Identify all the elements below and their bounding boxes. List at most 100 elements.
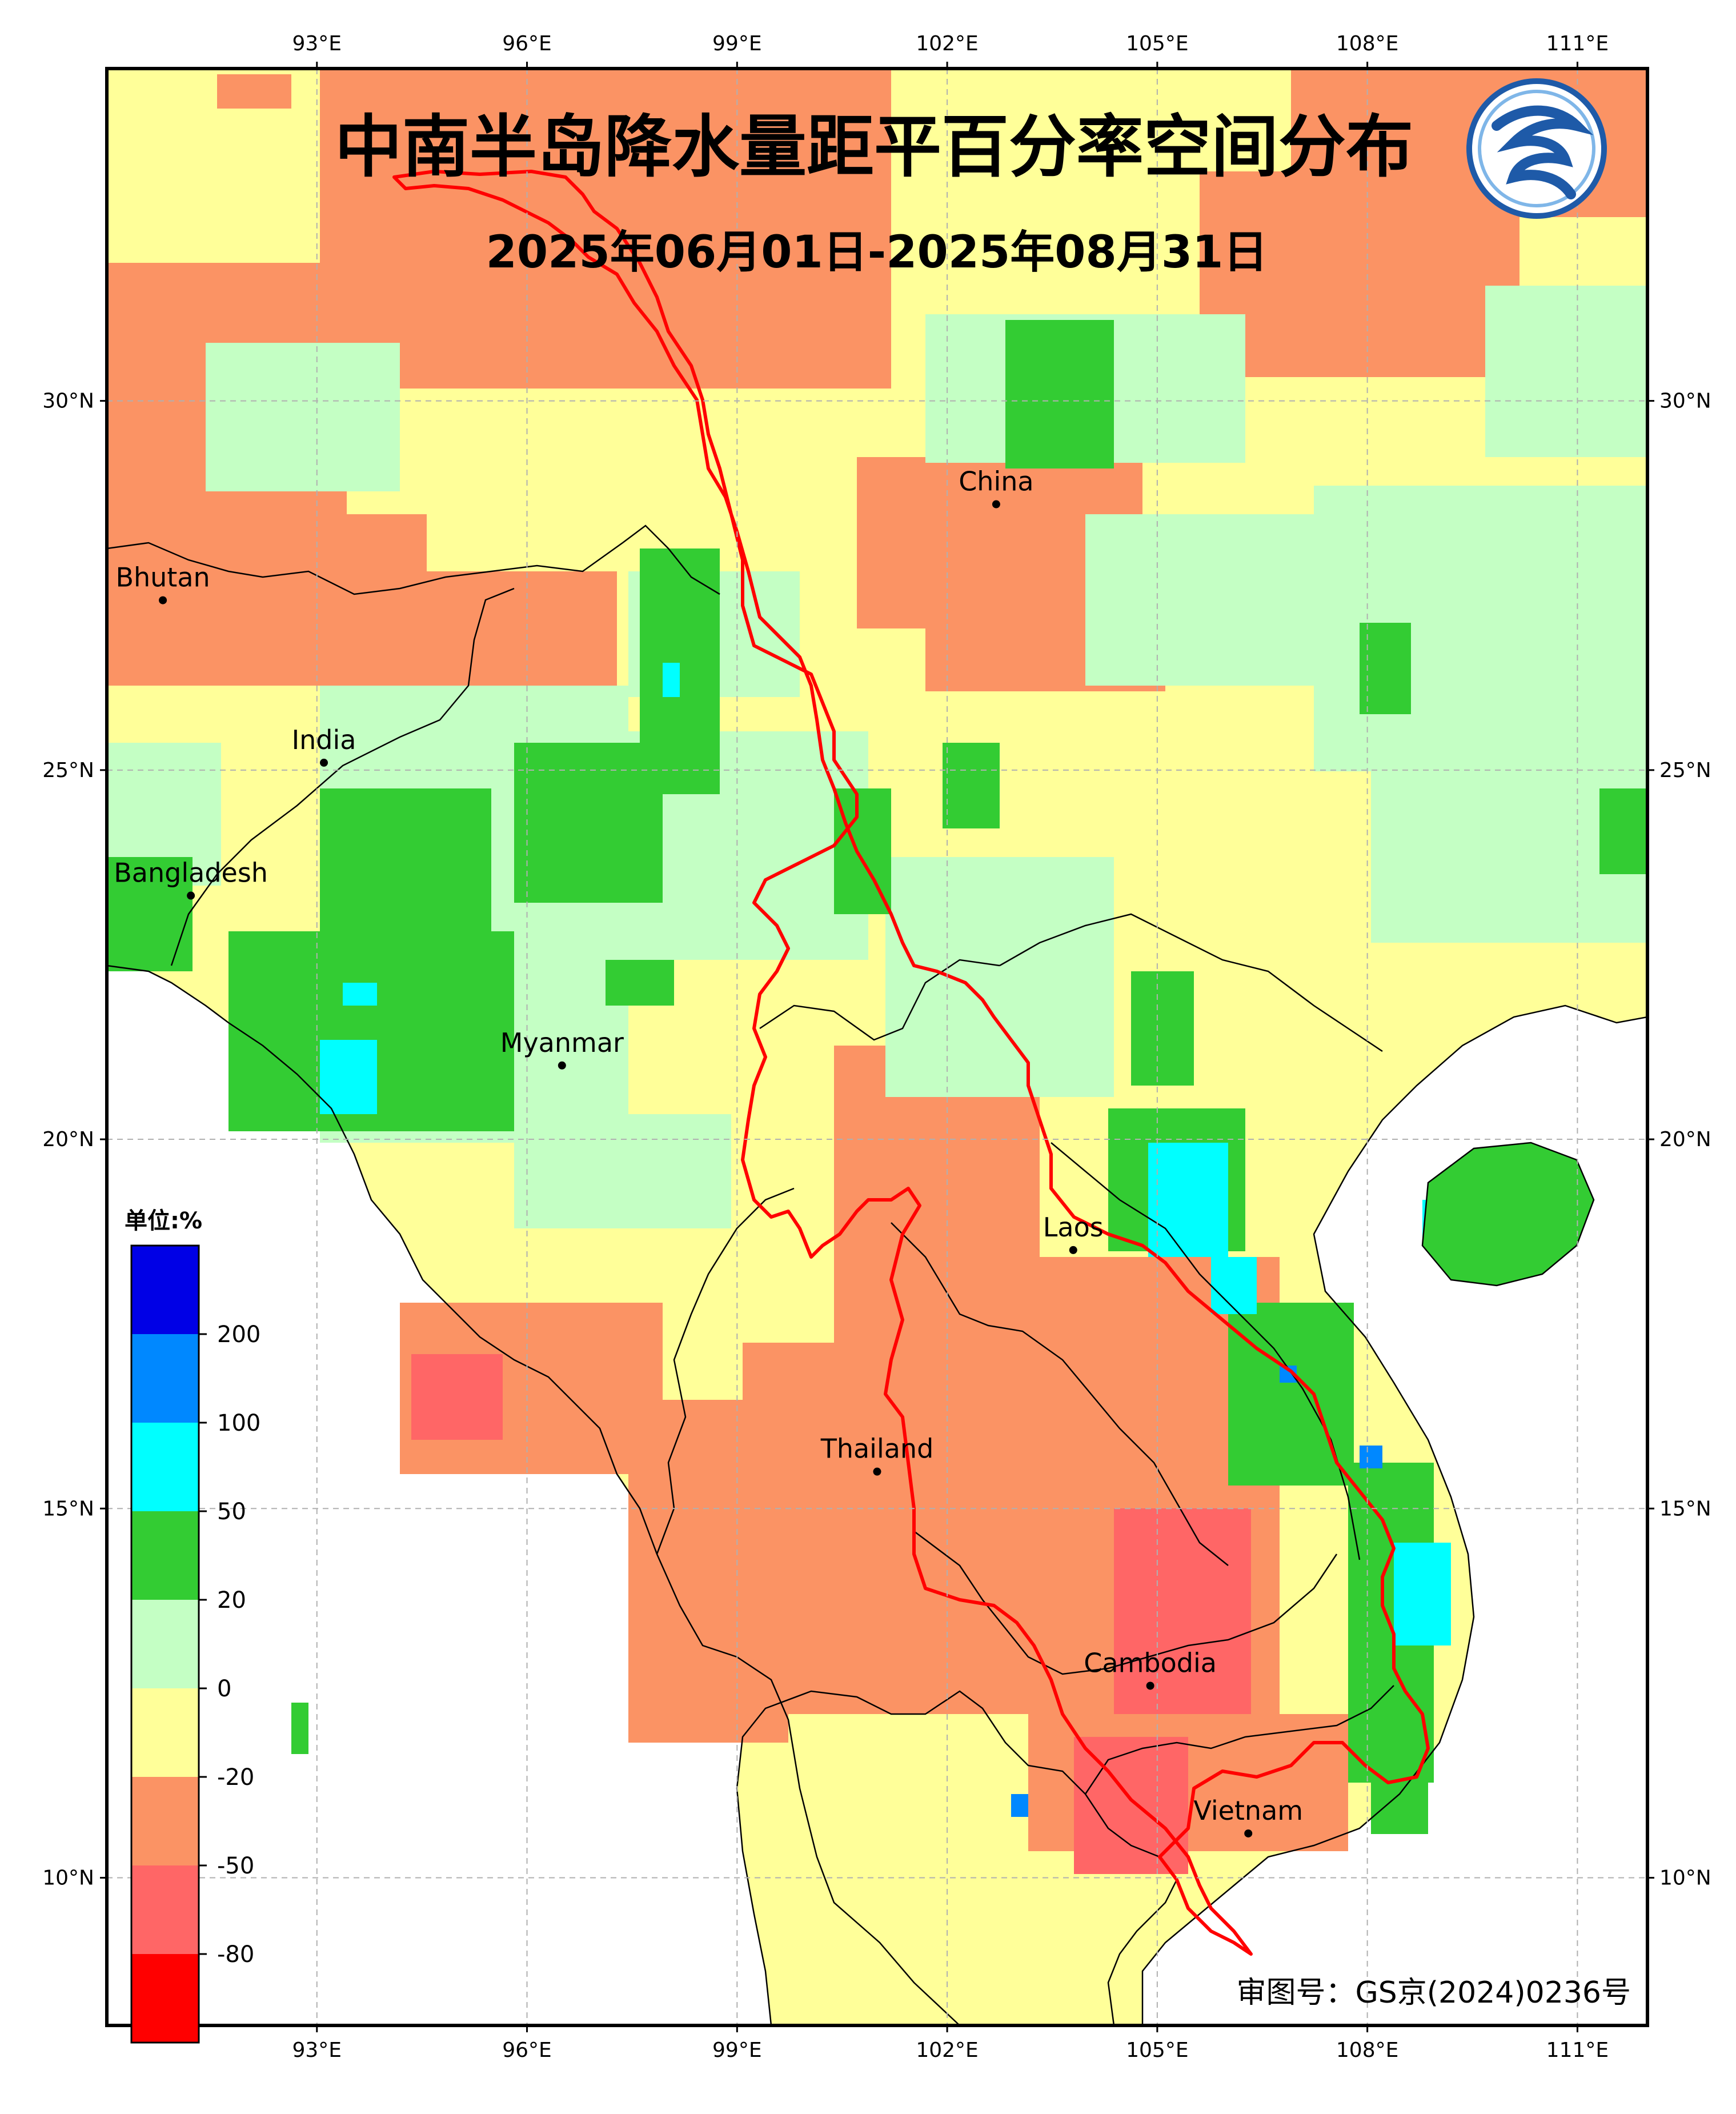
border-thailand-cambodia (913, 1531, 1338, 1675)
anomaly-patch (628, 1400, 788, 1743)
anomaly-patch (943, 743, 1000, 828)
lat-tick-label: 25°N (42, 759, 94, 782)
lat-tick-label: 15°N (1659, 1497, 1711, 1520)
lat-tick-label: 15°N (42, 1497, 94, 1520)
place-dot (558, 1061, 566, 1070)
anomaly-patch (217, 74, 291, 109)
legend-label: 100 (217, 1410, 260, 1436)
anomaly-patch (411, 1354, 503, 1440)
lat-tick-label: 10°N (1659, 1867, 1711, 1890)
anomaly-patch (1394, 1543, 1451, 1645)
legend-swatch (131, 1423, 199, 1511)
place-dot (992, 500, 1000, 509)
lon-tick-label: 102°E (916, 32, 978, 55)
border-myanmar-thailand (656, 1187, 795, 1555)
anomaly-patch (1131, 971, 1194, 1086)
lat-tick-label: 30°N (42, 390, 94, 413)
border-cambodia-vietnam (1084, 1685, 1394, 1795)
place-dot (1146, 1681, 1154, 1690)
lon-tick-label: 108°E (1336, 2039, 1398, 2062)
anomaly-patch (1074, 1737, 1188, 1874)
anomaly-patch (503, 320, 594, 383)
anomaly-patch (514, 1114, 731, 1228)
place-label: Thailand (820, 1434, 934, 1464)
anomaly-patch (606, 960, 674, 1006)
legend-title: 单位:% (125, 1208, 202, 1234)
place-dot (1069, 1246, 1077, 1254)
place-label: China (959, 466, 1033, 497)
lat-tick-label: 20°N (42, 1128, 94, 1151)
anomaly-patch (320, 788, 491, 931)
map-title: 中南半岛降水量距平百分率空间分布 (335, 107, 1413, 186)
border-india-china (107, 525, 720, 595)
legend-swatch (131, 1334, 199, 1423)
place-label: Cambodia (1084, 1647, 1217, 1678)
legend-label: -80 (217, 1941, 254, 1968)
border-myanmar-west (170, 587, 515, 966)
legend-label: -50 (217, 1853, 254, 1879)
border-laos-thailand (891, 1222, 1229, 1566)
legend-swatch (131, 1865, 199, 1954)
lon-tick-label: 111°E (1546, 32, 1609, 55)
lon-tick-label: 105°E (1126, 32, 1188, 55)
border-myanmar-laos (759, 959, 1000, 1041)
lat-tick-label: 20°N (1659, 1128, 1711, 1151)
coastline-bay-of-bengal (107, 964, 960, 2025)
cma-logo-icon (1466, 78, 1607, 219)
lon-tick-label: 96°E (502, 2039, 552, 2062)
legend-label: 0 (217, 1676, 231, 1702)
place-dot (873, 1467, 881, 1476)
legend-swatch (131, 1954, 199, 2043)
anomaly-patch (320, 1040, 377, 1114)
legend-swatch (131, 1511, 199, 1600)
place-dot (320, 758, 328, 767)
anomaly-patch (1485, 286, 1647, 457)
anomaly-patch (1114, 1508, 1251, 1714)
anomaly-patch (1211, 1257, 1257, 1314)
legend-label: 200 (217, 1322, 260, 1348)
place-label: Bhutan (115, 562, 210, 593)
anomaly-patch (291, 1703, 308, 1754)
place-dot (159, 596, 167, 604)
anomaly-patch (320, 69, 891, 389)
border-china-vietnam (999, 913, 1383, 1052)
anomaly-patch (885, 857, 1114, 1097)
legend-swatch (131, 1688, 199, 1777)
anomaly-patch (343, 983, 377, 1006)
lon-tick-label: 96°E (502, 32, 552, 55)
place-dot (187, 891, 195, 900)
anomaly-patch (1005, 320, 1114, 469)
legend-label: 20 (217, 1587, 246, 1613)
place-label: India (292, 724, 356, 755)
anomaly-patch (1148, 1143, 1228, 1257)
mekong-basin-boundary (392, 170, 1430, 1956)
place-label: Bangladesh (114, 858, 268, 888)
lon-tick-label: 105°E (1126, 2039, 1188, 2062)
lon-tick-label: 99°E (712, 32, 762, 55)
anomaly-patch (514, 743, 663, 903)
lat-tick-label: 25°N (1659, 759, 1711, 782)
map-subtitle: 2025年06月01日-2025年08月31日 (486, 227, 1268, 278)
legend-label: -20 (217, 1764, 254, 1791)
anomaly-patch (1011, 1794, 1028, 1817)
approval-number: 审图号：GS京(2024)0236号 (1236, 1976, 1631, 2010)
anomaly-patch (663, 663, 680, 697)
place-label: Laos (1043, 1212, 1104, 1243)
map-frame (105, 67, 1649, 2027)
place-label: Vietnam (1193, 1795, 1303, 1826)
lon-tick-label: 108°E (1336, 32, 1398, 55)
lat-tick-label: 10°N (42, 1867, 94, 1890)
anomaly-patch (1360, 1446, 1382, 1468)
lon-tick-label: 93°E (292, 32, 342, 55)
anomaly-patch (107, 857, 193, 971)
anomaly-patch (206, 343, 400, 491)
legend-swatch (131, 1600, 199, 1688)
hainan-island (1421, 1142, 1595, 1287)
anomaly-patch (1360, 623, 1411, 714)
coastline-south-china-sea (1141, 1004, 1647, 2025)
legend-swatch (131, 1777, 199, 1865)
lon-tick-label: 102°E (916, 2039, 978, 2062)
lon-tick-label: 111°E (1546, 2039, 1609, 2062)
lon-tick-label: 99°E (712, 2039, 762, 2062)
